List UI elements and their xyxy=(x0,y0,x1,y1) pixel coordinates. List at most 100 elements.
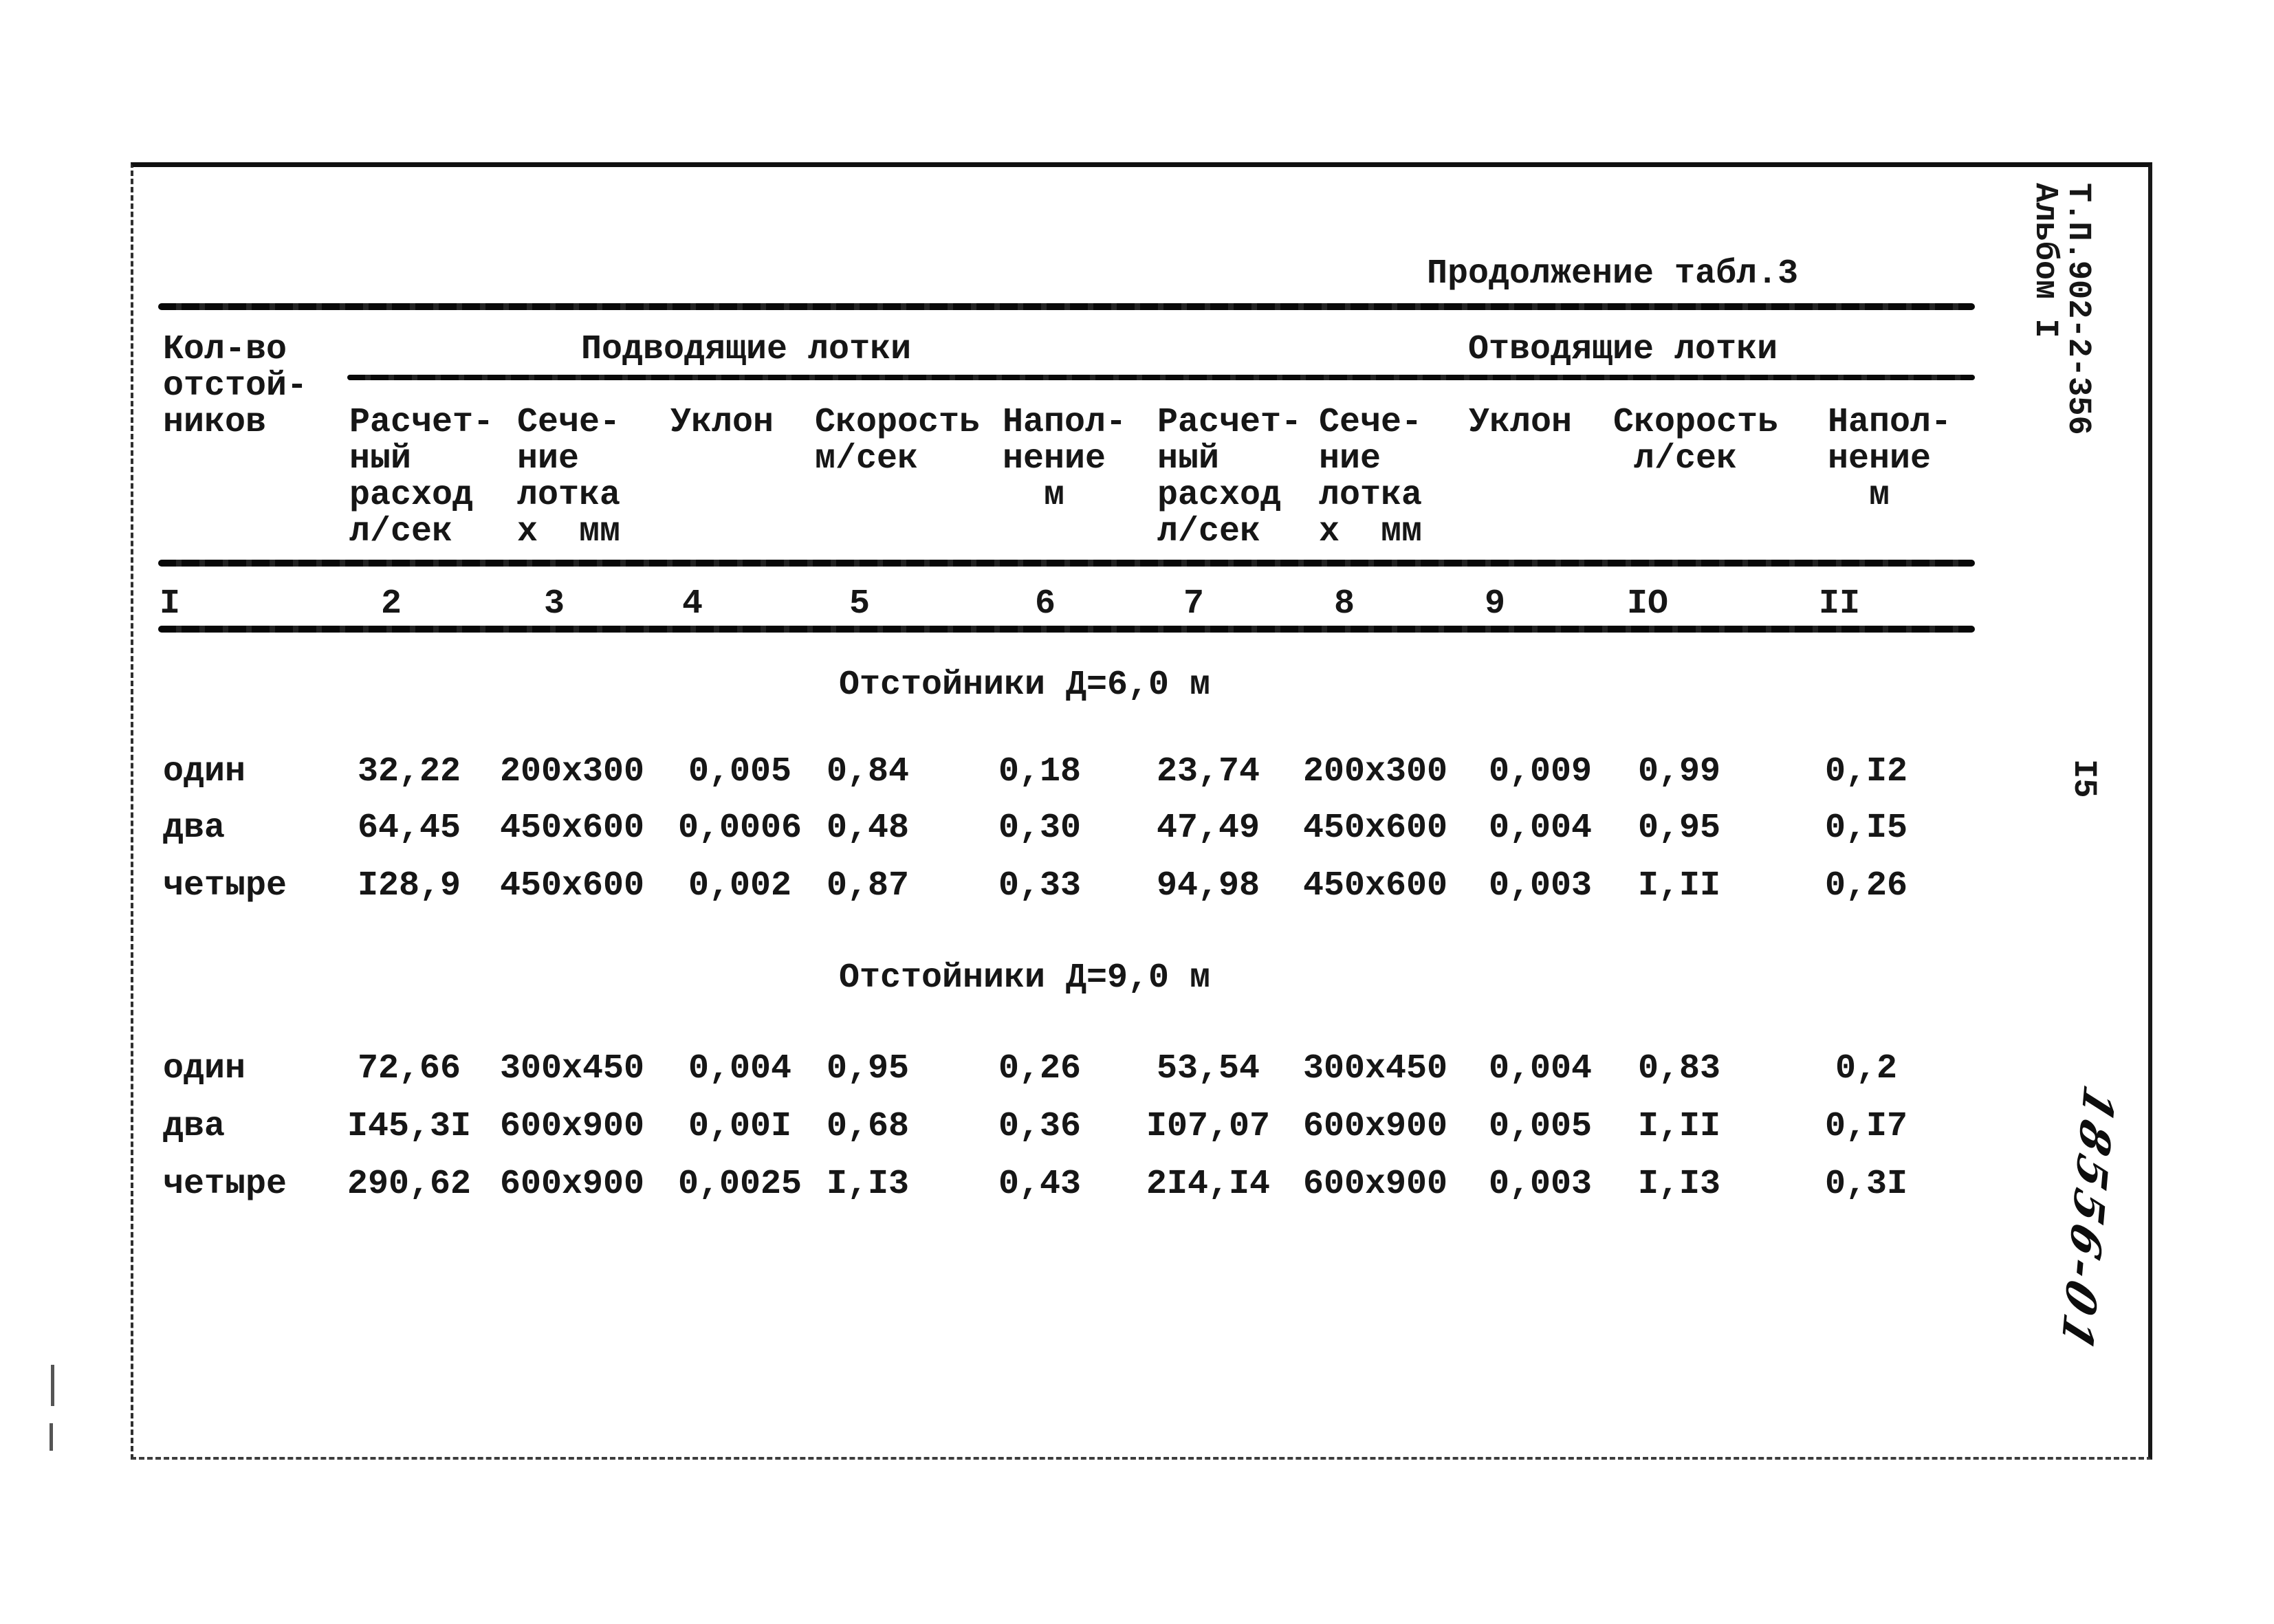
cell: I45,3I xyxy=(347,1107,472,1146)
column-number: 4 xyxy=(681,584,703,624)
cell: 23,74 xyxy=(1156,752,1260,791)
cell: 0,33 xyxy=(998,866,1082,906)
row-label: один xyxy=(163,1049,246,1088)
cell: 450х600 xyxy=(499,809,645,848)
cell: 200х300 xyxy=(499,752,645,791)
row-label: два xyxy=(163,809,226,848)
cell: I,I3 xyxy=(826,1165,910,1204)
table-top-rule xyxy=(158,303,1975,310)
row-label: четыре xyxy=(163,1165,287,1204)
cell: 290,62 xyxy=(347,1165,472,1204)
column-number: IO xyxy=(1626,584,1669,624)
scan-speck xyxy=(51,1365,54,1406)
cell: 0,005 xyxy=(1488,1107,1593,1146)
cell: 0,I7 xyxy=(1824,1107,1908,1146)
cell: 0,99 xyxy=(1637,752,1721,791)
column-number: 2 xyxy=(380,584,402,624)
cell: 0,003 xyxy=(1488,866,1593,906)
cell: I28,9 xyxy=(357,866,461,906)
col-header-sechenie-1: Сече- ние лотка х мм xyxy=(517,403,621,551)
section-title-d6: Отстойники Д=6,0 м xyxy=(838,666,1211,705)
col-header-raschet-1: Расчет- ный расход л/сек xyxy=(349,403,494,551)
cell: 600х900 xyxy=(499,1165,645,1204)
cell: 0,18 xyxy=(998,752,1082,791)
cell: 0,68 xyxy=(826,1107,910,1146)
cell: 0,004 xyxy=(1488,1049,1593,1088)
section-title-d9: Отстойники Д=9,0 м xyxy=(838,958,1211,998)
cell: 0,83 xyxy=(1637,1049,1721,1088)
cell: 0,26 xyxy=(1824,866,1908,906)
cell: 0,95 xyxy=(826,1049,910,1088)
col-header-raschet-2: Расчет- ный расход л/сек xyxy=(1157,403,1302,551)
col-header-uklon-2: Уклон xyxy=(1469,403,1573,442)
col-header-napolnenie-1: Напол- нение м xyxy=(1003,403,1127,515)
row-label: два xyxy=(163,1107,226,1146)
cell: 600х900 xyxy=(1302,1107,1448,1146)
column-number-rule xyxy=(158,626,1975,633)
column-number: 8 xyxy=(1333,584,1355,624)
column-number: 3 xyxy=(543,584,565,624)
cell: 600х900 xyxy=(1302,1165,1448,1204)
doc-code-label: Т.П.902-2-356 xyxy=(2059,183,2096,435)
col-header-skorost-1: Скорость м/сек xyxy=(815,403,981,479)
cell: 0,84 xyxy=(826,752,910,791)
cell: 0,009 xyxy=(1488,752,1593,791)
cell: 0,43 xyxy=(998,1165,1082,1204)
column-number: 9 xyxy=(1484,584,1506,624)
cell: 450х600 xyxy=(1302,809,1448,848)
page-title: Продолжение табл.3 xyxy=(1427,254,1799,294)
cell: 0,005 xyxy=(688,752,792,791)
cell: 600х900 xyxy=(499,1107,645,1146)
cell: 0,003 xyxy=(1488,1165,1593,1204)
cell: 2I4,I4 xyxy=(1146,1165,1271,1204)
cell: I,II xyxy=(1637,866,1721,906)
col-header-skorost-2: Скорость л/сек xyxy=(1613,403,1779,479)
cell: I,I3 xyxy=(1637,1165,1721,1204)
cell: 94,98 xyxy=(1156,866,1260,906)
cell: 0,004 xyxy=(688,1049,792,1088)
group-header-rule xyxy=(347,375,1975,380)
cell: 72,66 xyxy=(357,1049,461,1088)
cell: 0,2 xyxy=(1835,1049,1898,1088)
scan-speck xyxy=(50,1423,53,1451)
cell: 0,004 xyxy=(1488,809,1593,848)
row-label: четыре xyxy=(163,866,287,906)
cell: 53,54 xyxy=(1156,1049,1260,1088)
cell: I,II xyxy=(1637,1107,1721,1146)
cell: I07,07 xyxy=(1146,1107,1271,1146)
cell: 450х600 xyxy=(1302,866,1448,906)
col-header-napolnenie-2: Напол- нение м xyxy=(1828,403,1952,515)
cell: 0,I2 xyxy=(1824,752,1908,791)
cell: 64,45 xyxy=(357,809,461,848)
column-number: I xyxy=(159,584,181,624)
group1-title: Подводящие лотки xyxy=(581,330,912,369)
page-number: I5 xyxy=(2065,759,2101,798)
cell: 0,30 xyxy=(998,809,1082,848)
cell: 0,95 xyxy=(1637,809,1721,848)
album-label: Альбом I xyxy=(2026,183,2063,338)
cell: 32,22 xyxy=(357,752,461,791)
cell: 0,0025 xyxy=(677,1165,802,1204)
cell: 0,002 xyxy=(688,866,792,906)
col-header-sechenie-2: Сече- ние лотка х мм xyxy=(1319,403,1423,551)
header-bottom-rule xyxy=(158,560,1975,567)
column-number: 6 xyxy=(1034,584,1056,624)
row-label: один xyxy=(163,752,246,791)
cell: 0,00I xyxy=(688,1107,792,1146)
cell: 0,I5 xyxy=(1824,809,1908,848)
cell: 0,26 xyxy=(998,1049,1082,1088)
cell: 200х300 xyxy=(1302,752,1448,791)
cell: 0,0006 xyxy=(677,809,802,848)
cell: 0,3I xyxy=(1824,1165,1908,1204)
page-frame xyxy=(131,162,2152,1460)
cell: 0,48 xyxy=(826,809,910,848)
cell: 300х450 xyxy=(1302,1049,1448,1088)
cell: 450х600 xyxy=(499,866,645,906)
col-header-uklon-1: Уклон xyxy=(670,403,774,442)
column-number: II xyxy=(1818,584,1861,624)
column-number: 7 xyxy=(1183,584,1205,624)
col1-header: Кол-во отстой- ников xyxy=(163,330,308,442)
column-number: 5 xyxy=(849,584,871,624)
cell: 0,36 xyxy=(998,1107,1082,1146)
